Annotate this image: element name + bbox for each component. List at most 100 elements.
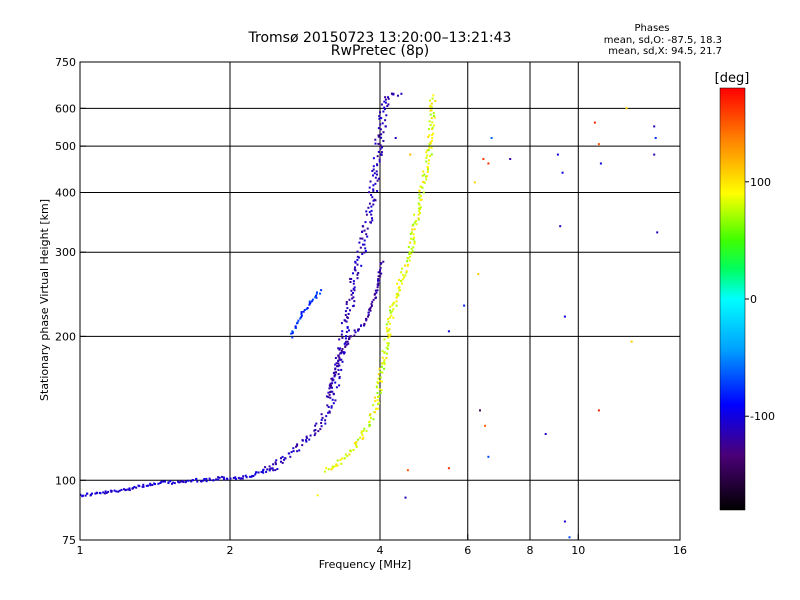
trace-point [419, 212, 421, 215]
trace-point [367, 314, 370, 316]
trace-point [412, 238, 415, 241]
trace-point [427, 168, 429, 171]
trace-point [372, 203, 375, 206]
trace-point [417, 202, 420, 205]
trace-point [377, 377, 380, 380]
trace-point [316, 291, 318, 294]
trace-point [221, 475, 224, 478]
trace-point [315, 422, 318, 425]
trace-point [368, 202, 371, 205]
trace-point [297, 319, 300, 322]
trace-point [346, 326, 349, 328]
trace-point [413, 213, 416, 216]
trace-point [369, 413, 372, 416]
trace-point [137, 484, 140, 487]
trace-point [408, 259, 411, 262]
trace-point [411, 250, 414, 253]
y-tick-label: 750 [55, 56, 76, 69]
trace-point [295, 445, 297, 448]
trace-point [364, 247, 367, 250]
trace-point [314, 296, 317, 299]
trace-point [431, 97, 434, 100]
trace-point [427, 149, 430, 152]
trace-point [393, 301, 396, 304]
trace-point [401, 278, 404, 281]
trace-point [365, 233, 368, 236]
trace-point [363, 427, 366, 430]
trace-point [349, 449, 352, 452]
trace-point [408, 255, 411, 258]
trace-point [392, 316, 395, 319]
trace-point [371, 304, 373, 307]
trace-point [413, 236, 415, 239]
trace-point [367, 315, 369, 318]
scatter-point [487, 162, 490, 165]
trace-point [289, 455, 292, 458]
trace-point [338, 376, 341, 378]
scatter-point [656, 231, 659, 234]
trace-point [340, 322, 343, 325]
trace-point [377, 135, 380, 138]
trace-point [291, 330, 294, 333]
trace-point [274, 461, 277, 464]
trace-point [301, 439, 304, 442]
trace-point [429, 104, 432, 107]
scatter-point [568, 536, 571, 539]
trace-point [330, 468, 333, 471]
trace-point [276, 468, 279, 470]
trace-point [348, 336, 351, 339]
trace-point [151, 484, 154, 486]
trace-point [177, 480, 179, 483]
scatter-point [479, 409, 481, 412]
trace-point [392, 92, 395, 95]
trace-point [370, 416, 372, 419]
trace-point [196, 480, 199, 483]
trace-point [342, 351, 345, 354]
trace-point [157, 482, 160, 485]
x-tick-label: 10 [571, 544, 585, 557]
trace-point [377, 142, 380, 145]
colorbar-tick-label: -100 [750, 410, 775, 423]
trace-point [375, 385, 378, 388]
trace-point [385, 323, 388, 326]
trace-point [205, 477, 208, 480]
trace-point [413, 228, 416, 231]
trace-point [422, 170, 425, 173]
trace-point [378, 160, 381, 163]
trace-point [229, 477, 232, 480]
trace-point [418, 210, 421, 213]
trace-point [372, 298, 375, 301]
trace-point [361, 434, 364, 437]
y-tick-label: 200 [55, 330, 76, 343]
trace-point [395, 296, 398, 299]
trace-point [428, 134, 431, 137]
trace-point [420, 198, 423, 201]
trace-point [131, 487, 134, 490]
trace-point [356, 263, 359, 266]
trace-point [351, 297, 354, 300]
trace-point [368, 421, 371, 423]
trace-point [431, 139, 433, 142]
scatter-point [477, 273, 480, 276]
trace-point [380, 133, 383, 136]
trace-point [350, 278, 353, 280]
trace-point [374, 138, 377, 141]
trace-point [348, 329, 350, 332]
trace-point [330, 406, 333, 409]
trace-point [356, 250, 359, 253]
trace-point [383, 338, 386, 341]
trace-point [260, 471, 263, 473]
trace-point [418, 207, 420, 210]
trace-point [281, 461, 284, 464]
trace-point [395, 300, 398, 303]
trace-point [135, 486, 138, 489]
trace-point [209, 479, 212, 482]
trace-point [383, 359, 386, 362]
trace-point [340, 358, 343, 361]
trace-point [303, 309, 306, 311]
trace-point [373, 172, 376, 175]
trace-point [317, 430, 320, 433]
trace-point [377, 177, 380, 180]
trace-point [127, 488, 130, 491]
trace-point [325, 395, 328, 398]
